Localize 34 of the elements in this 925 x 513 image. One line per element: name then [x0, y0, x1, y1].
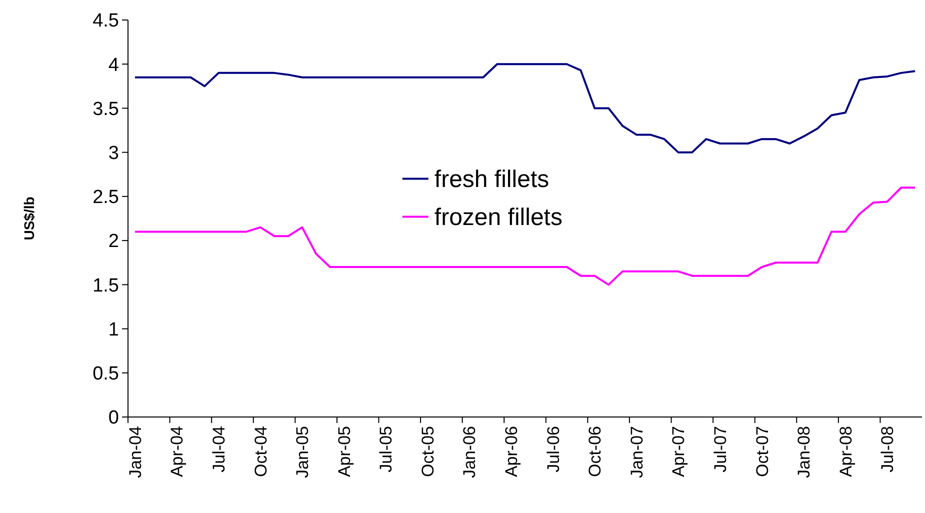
x-tick-label: Oct-04 — [251, 426, 270, 478]
y-tick-label: 3 — [108, 142, 119, 164]
x-tick-label: Apr-08 — [836, 426, 856, 478]
x-tick-label: Jul-06 — [544, 426, 563, 472]
y-tick-label: 2.5 — [92, 187, 119, 208]
x-tick-label: Oct-07 — [752, 426, 772, 478]
legend-label: fresh fillets — [434, 166, 550, 194]
x-tick-label: Jan-04 — [126, 426, 145, 478]
x-tick-label: Jan-08 — [794, 426, 814, 478]
line-series — [134, 186, 916, 286]
x-tick-label: Apr-07 — [669, 426, 688, 478]
x-tick-label: Jan-06 — [460, 426, 480, 478]
legend-label: frozen fillets — [434, 204, 562, 232]
x-tick-label: Jul-05 — [376, 426, 396, 472]
x-tick-label: Oct-06 — [586, 426, 605, 478]
y-tick-label: 1 — [108, 319, 119, 340]
x-tick-label: Jan-07 — [627, 426, 646, 478]
y-axis-title: US$/lb — [21, 196, 37, 240]
x-tick-label: Jul-04 — [209, 426, 228, 472]
x-tick-label: Apr-06 — [502, 426, 522, 478]
y-tick-label: 4.5 — [92, 10, 119, 32]
x-tick-label: Apr-05 — [334, 426, 354, 478]
y-tick-label: 1.5 — [92, 275, 119, 296]
y-tick-label: 3.5 — [92, 98, 119, 120]
y-tick-label: 0 — [108, 408, 119, 429]
y-tick-label: 4 — [108, 54, 120, 76]
x-tick-label: Oct-05 — [418, 426, 438, 478]
line-series — [134, 63, 916, 154]
y-tick-label: 2 — [108, 231, 119, 252]
y-tick-label: 0.5 — [92, 364, 119, 385]
x-tick-label: Jul-08 — [878, 426, 898, 472]
x-tick-label: Apr-04 — [168, 426, 187, 478]
x-tick-label: Jan-05 — [293, 426, 312, 478]
x-tick-label: Jul-07 — [710, 426, 730, 472]
